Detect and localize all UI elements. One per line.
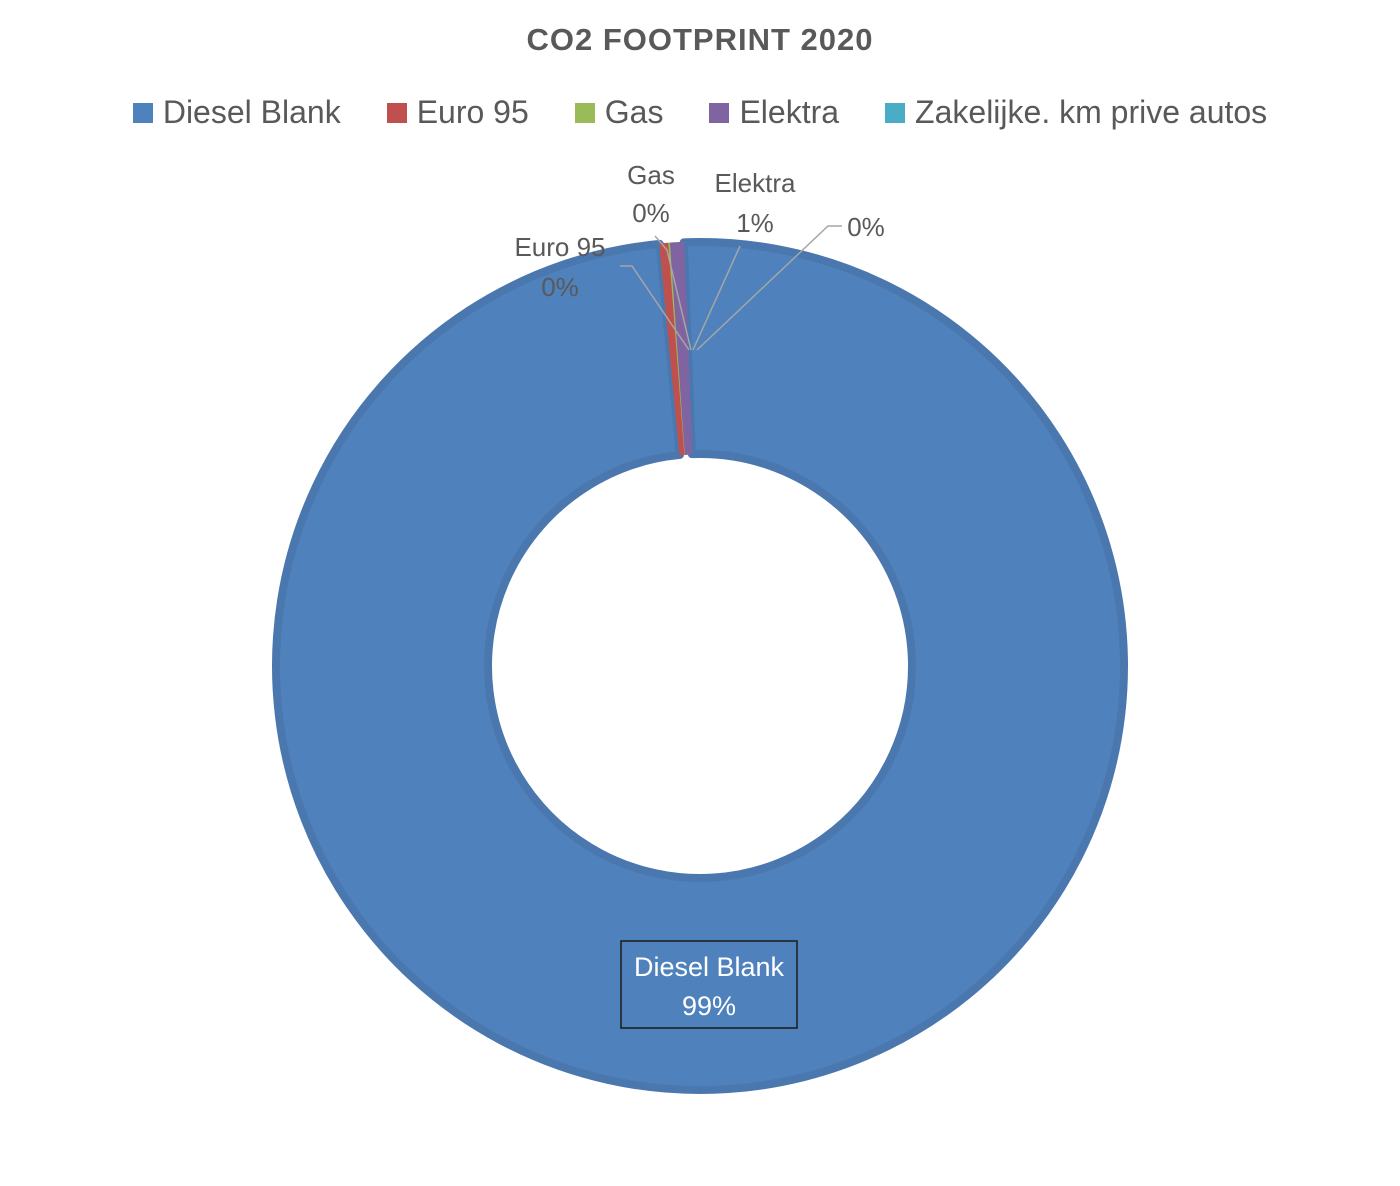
- legend-label: Diesel Blank: [162, 94, 341, 130]
- data-label-category-elektra: Elektra: [715, 168, 796, 198]
- legend-label: Euro 95: [416, 94, 529, 130]
- slice-diesel-blank: [272, 238, 1128, 1094]
- legend-swatch: [709, 102, 730, 123]
- data-label-category-euro-95: Euro 95: [514, 232, 605, 262]
- data-label-category-diesel-blank: Diesel Blank: [634, 952, 785, 982]
- donut-slices: [272, 238, 1128, 1094]
- leader-line-gas: [654, 235, 692, 351]
- leader-lines: [620, 225, 842, 351]
- chart-title: CO2 FOOTPRINT 2020: [526, 22, 874, 57]
- legend-label: Elektra: [739, 94, 840, 130]
- leader-line-zakelijke-km-prive-autos: [696, 225, 842, 351]
- data-label-value-euro-95: 0%: [541, 272, 579, 302]
- legend-label: Zakelijke. km prive autos: [915, 94, 1268, 130]
- legend-item-euro-95: Euro 95: [386, 94, 529, 131]
- legend-item-elektra: Elektra: [709, 94, 839, 131]
- data-label-value-diesel-blank: 99%: [682, 991, 736, 1021]
- data-label-category-gas: Gas: [627, 160, 675, 190]
- legend: Diesel Blank Euro 95 Gas Elektra Zakelij…: [0, 94, 1400, 131]
- slice-elektra: [669, 241, 693, 456]
- data-labels: Diesel Blank 99% Euro 95 0% Gas 0% Elektra 1% 0%: [514, 160, 885, 1029]
- leader-line-elektra: [692, 245, 741, 351]
- data-label-value-gas: 0%: [632, 198, 670, 228]
- legend-item-zakelijke-km: Zakelijke. km prive autos: [885, 94, 1267, 131]
- legend-label: Gas: [604, 94, 664, 130]
- data-label-value-elektra: 1%: [736, 208, 774, 238]
- legend-swatch: [386, 102, 407, 123]
- data-label-value-zakelijke-km-prive-autos: 0%: [847, 212, 885, 242]
- legend-swatch: [132, 102, 153, 123]
- data-label-box-diesel-blank: [620, 940, 798, 1029]
- legend-item-diesel-blank: Diesel Blank: [132, 94, 341, 131]
- legend-swatch: [885, 102, 906, 123]
- leader-line-euro-95: [620, 265, 690, 351]
- legend-item-gas: Gas: [574, 94, 664, 131]
- legend-swatch: [574, 102, 595, 123]
